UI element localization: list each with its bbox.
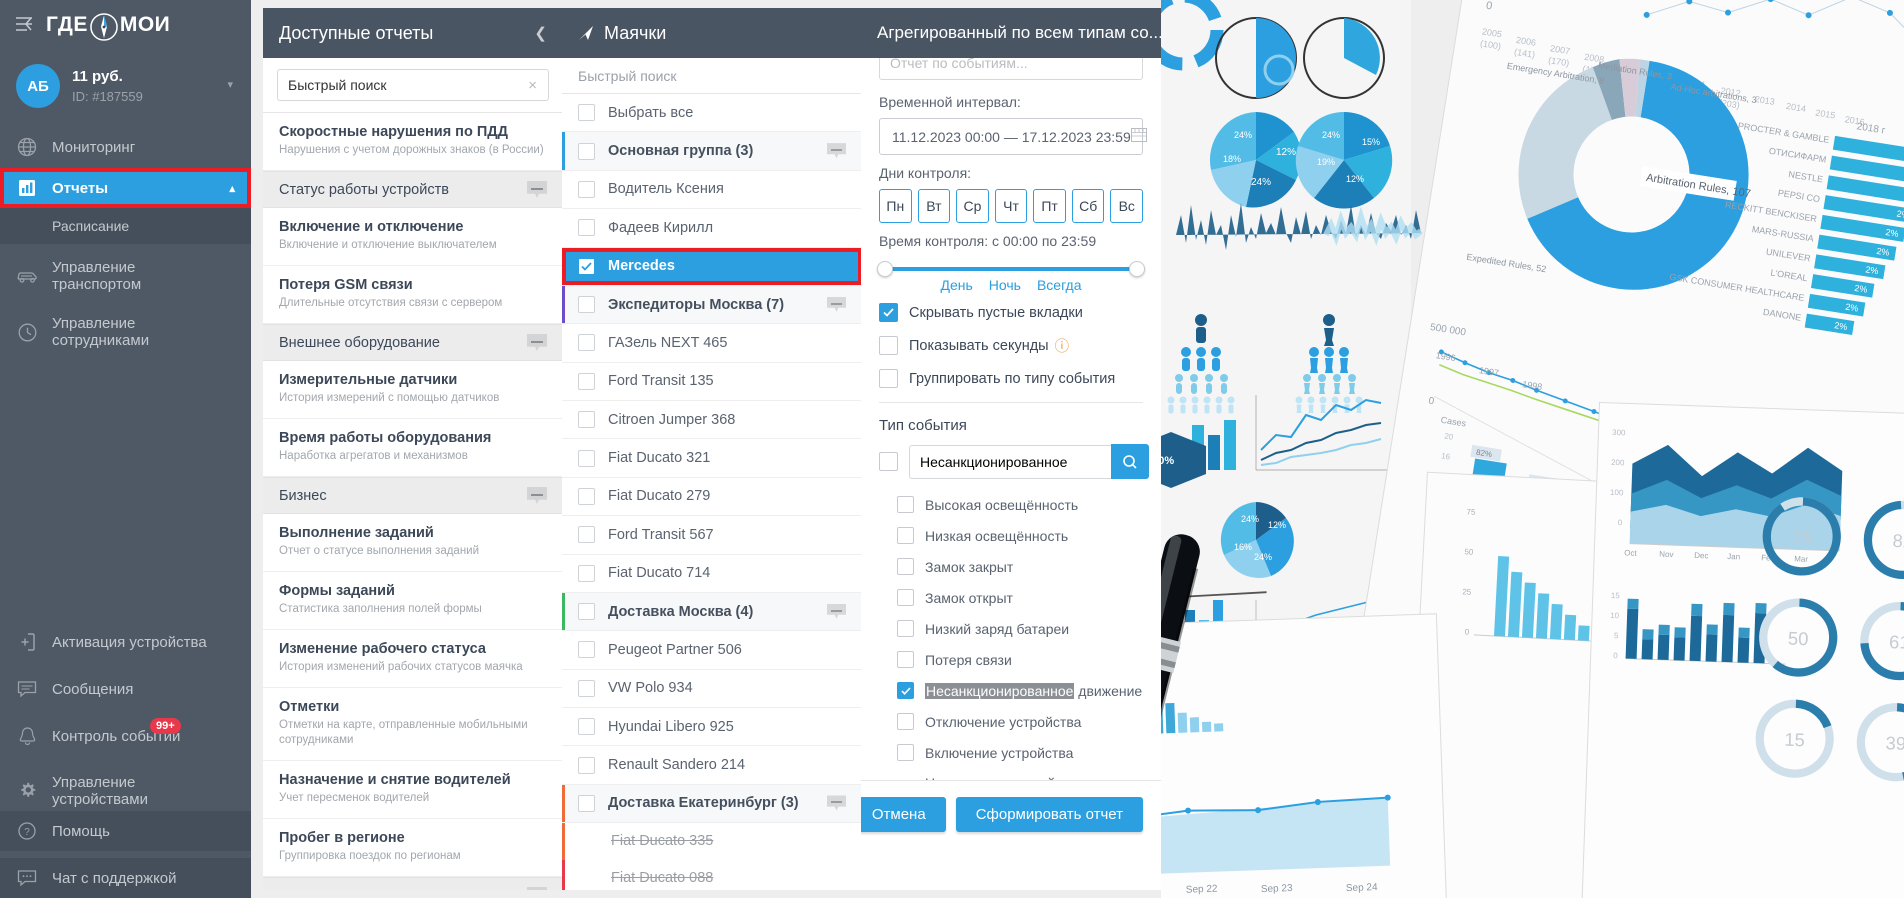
svg-text:12%: 12%: [1276, 147, 1296, 158]
svg-text:Nov: Nov: [1659, 550, 1674, 559]
svg-text:24%: 24%: [1322, 130, 1340, 140]
svg-text:61: 61: [1889, 631, 1904, 653]
svg-text:16%: 16%: [1234, 542, 1252, 552]
svg-text:50: 50: [1788, 628, 1809, 650]
svg-text:2%: 2%: [1885, 227, 1899, 239]
svg-text:18%: 18%: [1223, 154, 1241, 164]
svg-text:24%: 24%: [1254, 552, 1272, 562]
svg-text:Mar: Mar: [1794, 554, 1808, 563]
svg-text:200: 200: [1611, 458, 1625, 467]
svg-text:15: 15: [1611, 591, 1621, 600]
svg-text:Sep 24: Sep 24: [1346, 882, 1378, 894]
svg-text:82: 82: [1892, 530, 1904, 552]
svg-text:100: 100: [1610, 488, 1624, 497]
svg-text:15: 15: [1784, 729, 1805, 751]
svg-text:Dec: Dec: [1694, 551, 1709, 560]
svg-text:19%: 19%: [1317, 157, 1335, 167]
svg-text:2%: 2%: [1845, 302, 1859, 314]
svg-text:75: 75: [1466, 507, 1476, 516]
svg-text:12%: 12%: [1346, 174, 1364, 184]
svg-text:50: 50: [1464, 547, 1474, 556]
svg-text:100%: 100%: [1161, 455, 1174, 467]
svg-text:24%: 24%: [1234, 130, 1252, 140]
svg-text:Sep 22: Sep 22: [1186, 884, 1218, 896]
svg-text:25: 25: [1462, 587, 1472, 596]
svg-text:2%: 2%: [1834, 320, 1848, 332]
svg-text:2%: 2%: [1876, 246, 1890, 258]
svg-text:10: 10: [1610, 611, 1620, 620]
svg-text:300: 300: [1612, 428, 1626, 437]
svg-text:?: ?: [24, 827, 30, 838]
svg-text:24%: 24%: [1251, 177, 1271, 188]
svg-text:Oct: Oct: [1624, 548, 1638, 557]
svg-text:2%: 2%: [1865, 264, 1879, 276]
svg-text:Jan: Jan: [1727, 552, 1740, 561]
svg-text:24%: 24%: [1241, 514, 1259, 524]
svg-text:2%: 2%: [1854, 283, 1868, 295]
svg-text:75: 75: [1791, 526, 1812, 548]
svg-text:39: 39: [1885, 732, 1904, 754]
svg-text:12%: 12%: [1268, 520, 1286, 530]
svg-text:15%: 15%: [1362, 137, 1380, 147]
svg-text:Sep 23: Sep 23: [1261, 883, 1293, 895]
